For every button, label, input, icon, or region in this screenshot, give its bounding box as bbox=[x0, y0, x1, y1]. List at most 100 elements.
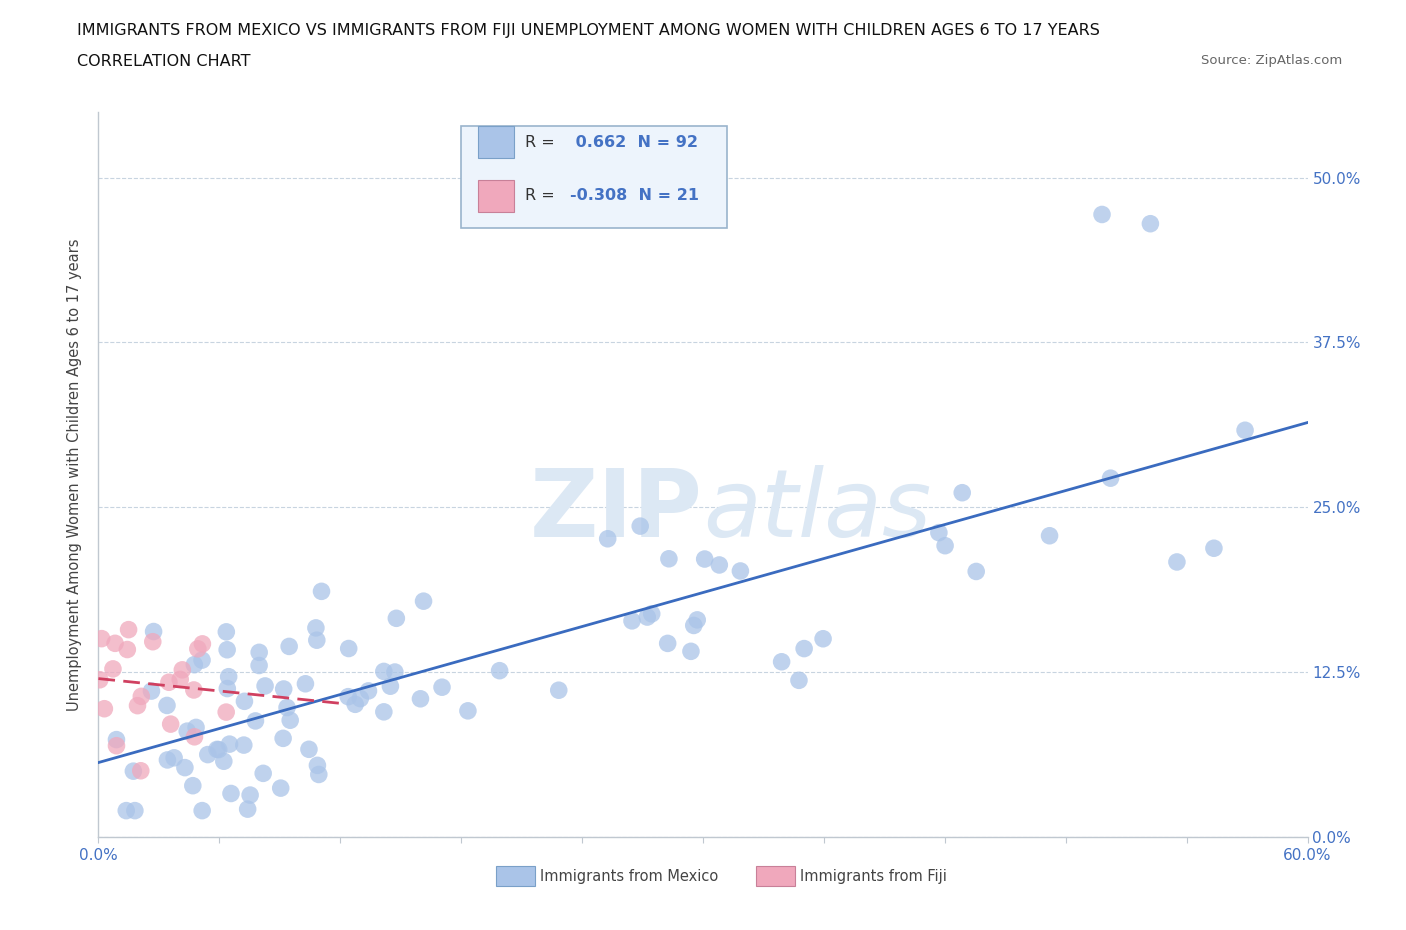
Point bbox=[1139, 217, 1161, 232]
Point bbox=[183, 658, 205, 672]
Point bbox=[127, 698, 149, 713]
Point bbox=[117, 642, 139, 657]
Point bbox=[337, 689, 360, 704]
Text: CORRELATION CHART: CORRELATION CHART bbox=[77, 54, 250, 69]
Point bbox=[596, 531, 619, 546]
Point bbox=[271, 731, 294, 746]
Point bbox=[187, 642, 209, 657]
Point bbox=[1166, 554, 1188, 569]
Point bbox=[129, 764, 152, 778]
Point bbox=[709, 557, 731, 572]
Point bbox=[191, 653, 214, 668]
Point bbox=[457, 703, 479, 718]
Point bbox=[183, 729, 205, 744]
Point bbox=[641, 606, 664, 621]
Point bbox=[307, 758, 329, 773]
Point bbox=[928, 525, 950, 540]
Point bbox=[273, 682, 295, 697]
Point bbox=[247, 644, 270, 659]
Point bbox=[344, 697, 367, 711]
Point bbox=[488, 663, 510, 678]
Point bbox=[693, 551, 716, 566]
Point bbox=[141, 684, 163, 698]
Point bbox=[197, 747, 219, 762]
Point bbox=[373, 664, 395, 679]
Point bbox=[124, 804, 146, 818]
Point bbox=[217, 681, 239, 696]
FancyBboxPatch shape bbox=[461, 126, 727, 228]
Point bbox=[270, 780, 292, 795]
Point bbox=[252, 766, 274, 781]
Point bbox=[142, 634, 165, 649]
Point bbox=[236, 802, 259, 817]
Point bbox=[191, 804, 214, 818]
Point bbox=[337, 641, 360, 656]
Point bbox=[278, 712, 301, 727]
Point bbox=[657, 636, 679, 651]
Point bbox=[1202, 541, 1225, 556]
Point bbox=[787, 673, 810, 688]
FancyBboxPatch shape bbox=[478, 126, 515, 158]
Point bbox=[1099, 471, 1122, 485]
Point bbox=[156, 698, 179, 713]
Point bbox=[384, 665, 406, 680]
Point bbox=[183, 683, 205, 698]
Point bbox=[934, 538, 956, 553]
Text: ZIP: ZIP bbox=[530, 465, 703, 556]
Point bbox=[215, 705, 238, 720]
Point bbox=[793, 641, 815, 656]
Point bbox=[349, 691, 371, 706]
Point bbox=[679, 644, 702, 658]
Point bbox=[308, 767, 330, 782]
Point bbox=[93, 701, 115, 716]
Point bbox=[122, 764, 145, 778]
Point bbox=[1038, 528, 1060, 543]
Point bbox=[628, 519, 651, 534]
Point bbox=[357, 684, 380, 698]
Point bbox=[181, 778, 204, 793]
Point bbox=[547, 683, 569, 698]
Point bbox=[218, 737, 240, 751]
Point bbox=[131, 689, 153, 704]
Point bbox=[191, 636, 214, 651]
Point bbox=[278, 639, 301, 654]
Point bbox=[636, 610, 658, 625]
FancyBboxPatch shape bbox=[478, 179, 515, 212]
Point bbox=[298, 742, 321, 757]
Point bbox=[163, 751, 186, 765]
Point bbox=[233, 694, 256, 709]
Point bbox=[105, 738, 128, 753]
Point bbox=[205, 742, 228, 757]
FancyBboxPatch shape bbox=[496, 866, 534, 886]
Point bbox=[174, 760, 197, 775]
Text: Immigrants from Fiji: Immigrants from Fiji bbox=[800, 869, 946, 883]
Point bbox=[142, 624, 165, 639]
Point bbox=[686, 613, 709, 628]
Point bbox=[620, 614, 643, 629]
Point bbox=[1091, 207, 1114, 222]
Point bbox=[156, 752, 179, 767]
Text: R =: R = bbox=[526, 135, 560, 150]
Point bbox=[770, 655, 793, 670]
Text: -0.308  N = 21: -0.308 N = 21 bbox=[569, 188, 699, 204]
Point bbox=[682, 618, 704, 633]
Point bbox=[157, 675, 180, 690]
Point bbox=[184, 720, 207, 735]
Text: 0.662  N = 92: 0.662 N = 92 bbox=[569, 135, 697, 150]
Point bbox=[89, 672, 111, 687]
Point bbox=[276, 700, 298, 715]
Point bbox=[412, 593, 434, 608]
Point bbox=[215, 624, 238, 639]
Text: Source: ZipAtlas.com: Source: ZipAtlas.com bbox=[1202, 54, 1343, 67]
Point bbox=[159, 717, 181, 732]
Point bbox=[217, 643, 239, 658]
Text: atlas: atlas bbox=[703, 465, 931, 556]
Point bbox=[409, 691, 432, 706]
Point bbox=[212, 754, 235, 769]
Point bbox=[385, 611, 408, 626]
Point bbox=[380, 679, 402, 694]
Point bbox=[239, 788, 262, 803]
Point bbox=[208, 742, 231, 757]
FancyBboxPatch shape bbox=[756, 866, 794, 886]
Point bbox=[218, 670, 240, 684]
